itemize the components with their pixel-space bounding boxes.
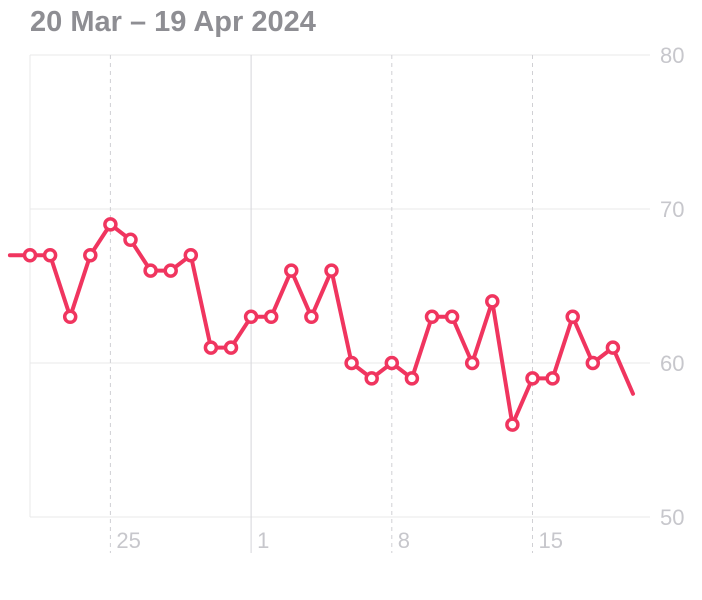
x-tick-label: 15 [539, 528, 563, 553]
data-point [62, 309, 78, 325]
x-tick-label: 8 [398, 528, 410, 553]
data-point [525, 371, 540, 386]
data-point [485, 294, 500, 309]
data-point [83, 247, 98, 263]
data-point [304, 309, 319, 325]
data-point [505, 417, 520, 432]
date-range-title: 20 Mar – 19 Apr 2024 [30, 6, 316, 38]
y-tick-label: 50 [660, 505, 684, 530]
data-point [103, 217, 118, 232]
data-point [284, 263, 299, 278]
data-point [344, 355, 359, 371]
data-point [243, 309, 259, 325]
data-point [203, 340, 219, 355]
y-tick-label: 80 [660, 43, 684, 68]
x-tick-label: 25 [116, 528, 140, 553]
data-point [424, 309, 440, 325]
data-point [324, 263, 339, 278]
data-point [42, 247, 58, 263]
y-tick-label: 60 [660, 351, 684, 376]
data-point [183, 247, 199, 263]
y-tick-label: 70 [660, 197, 684, 222]
data-point [585, 355, 601, 371]
data-point [605, 340, 621, 355]
tick-layer: 50 60 70 80 25 1 8 15 [116, 43, 684, 553]
data-point [384, 355, 400, 371]
data-point [143, 263, 158, 278]
data-point [123, 232, 138, 248]
series-line [7, 222, 635, 427]
data-point [223, 340, 239, 355]
data-point [444, 309, 460, 325]
data-point [263, 309, 279, 325]
data-point [22, 247, 38, 263]
data-point [464, 355, 480, 371]
x-tick-label: 1 [257, 528, 269, 553]
data-point [545, 371, 560, 386]
plot-layer [7, 217, 635, 432]
data-point [404, 371, 420, 386]
grid-layer [29, 54, 650, 553]
data-point [565, 309, 580, 325]
data-point [163, 263, 178, 278]
data-point [364, 371, 379, 386]
